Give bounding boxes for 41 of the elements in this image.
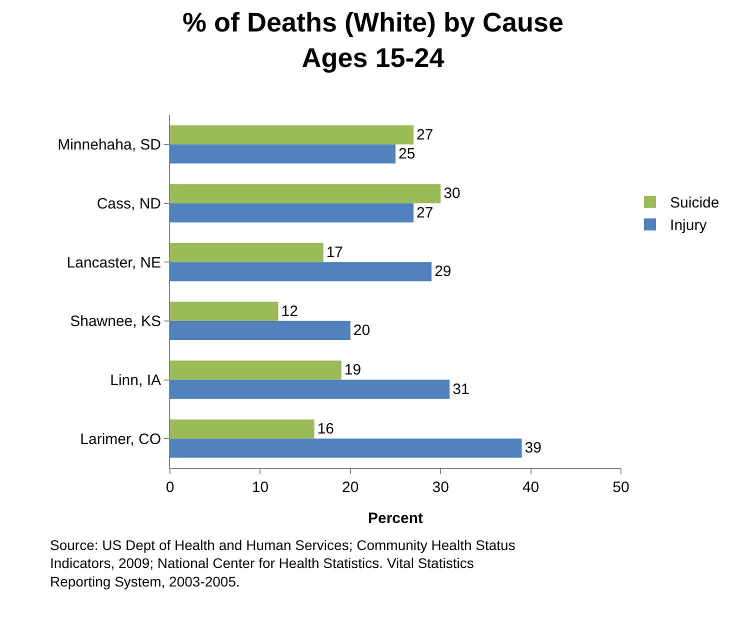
bar [170,262,432,282]
data-label: 30 [444,185,460,202]
data-label: 17 [326,244,344,262]
x-axis-title: Percent [368,510,424,527]
chart-title: % of Deaths (White) by Cause Ages 15-24 [182,8,564,73]
legend-label: Suicide [670,194,720,212]
y-tick-label: Linn, IA [110,372,161,389]
legend-label: Injury [670,217,708,234]
data-label: 29 [434,263,452,280]
data-label: 31 [452,380,470,398]
x-tick-label: 40 [522,479,540,496]
bar [170,125,414,144]
x-tick-label: 10 [252,479,269,496]
data-label: 16 [317,420,334,438]
bar [170,380,450,399]
data-label: 25 [398,145,416,162]
data-label: 20 [353,322,370,339]
x-tick-label: 30 [432,479,449,496]
data-label: 19 [344,362,362,379]
bar [170,144,396,164]
data-label: 39 [524,440,542,457]
x-tick-label: 50 [612,479,630,496]
data-label: 12 [281,302,298,320]
y-tick-label: Larimer, CO [80,430,161,448]
bar [170,203,414,222]
x-tick-label: 20 [342,479,359,496]
bar [170,360,342,380]
source-note: Source: US Dept of Health and Human Services; Community Health Status Indicators, 2009; National Center for Health Statistics. Vital Statistics Reporting System, 2003-2005. [50,537,516,590]
bar [170,184,441,204]
y-tick-label: Cass, ND [96,196,162,212]
y-tick-label: Lancaster, NE [66,254,161,272]
x-tick-label: 0 [166,479,174,496]
bar [170,242,324,262]
bar [170,419,314,439]
bar [170,302,278,321]
y-tick-label: Minnehaha, SD [58,136,162,154]
bar [170,438,522,458]
data-label: 27 [416,126,434,144]
data-label: 27 [416,204,434,222]
bar [170,320,350,340]
y-tick-label: Shawnee, KS [70,313,161,330]
